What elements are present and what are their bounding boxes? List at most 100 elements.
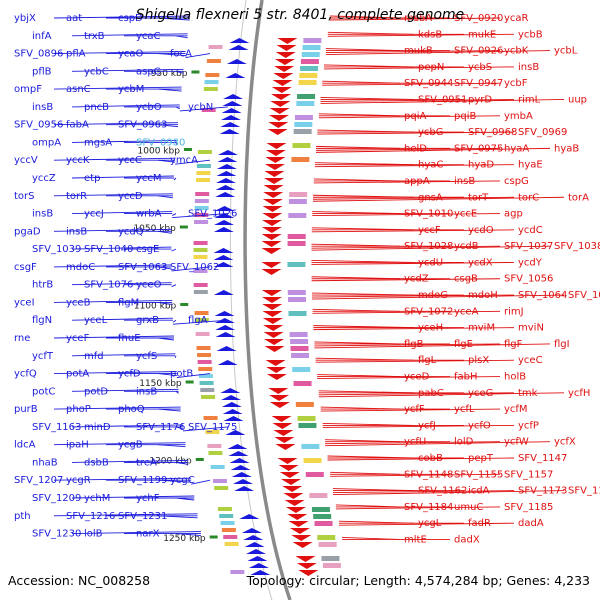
gene-label[interactable]: mukE: [468, 29, 496, 40]
gene-label[interactable]: torC: [518, 192, 539, 203]
gene-label[interactable]: ybjX: [14, 13, 36, 24]
gene-label[interactable]: SFV_0956: [14, 120, 63, 131]
gene-label[interactable]: pncB: [84, 102, 109, 113]
gene-label[interactable]: SFV_1026: [188, 209, 237, 220]
gene-label[interactable]: ycfF: [404, 404, 425, 415]
gene-label[interactable]: infA: [32, 31, 52, 42]
gene-label[interactable]: ymbA: [504, 111, 533, 122]
gene-label[interactable]: ycgL: [418, 518, 442, 529]
gene-label[interactable]: minD: [84, 422, 111, 433]
gene-label[interactable]: pflA: [66, 49, 86, 60]
gene-label[interactable]: SFV_0980: [136, 137, 185, 148]
gene-label[interactable]: ycdC: [518, 225, 543, 236]
gene-label[interactable]: SFV_0963: [118, 120, 167, 131]
gene-label[interactable]: yceH: [418, 323, 443, 334]
gene-label[interactable]: SFV_1162: [418, 486, 467, 497]
gene-label[interactable]: potC: [32, 386, 55, 397]
gene-label[interactable]: pabC: [418, 388, 444, 399]
gene-label[interactable]: SFV_1155: [454, 469, 503, 480]
gene-label[interactable]: helD: [404, 143, 427, 154]
gene-label[interactable]: ycfU: [404, 437, 426, 448]
gene-label[interactable]: SFV_1064: [518, 290, 567, 301]
gene-label[interactable]: flgM: [118, 297, 139, 308]
gene-label[interactable]: icdA: [468, 486, 490, 497]
gene-label[interactable]: mfd: [84, 351, 104, 362]
gene-label[interactable]: SFV_1038: [554, 241, 600, 252]
gene-label[interactable]: agp: [504, 209, 523, 220]
gene-label[interactable]: fadR: [468, 518, 491, 529]
gene-label[interactable]: fhuE: [118, 333, 141, 344]
gene-label[interactable]: ycfQ: [14, 369, 37, 380]
gene-label[interactable]: ipaH: [66, 440, 89, 451]
gene-label[interactable]: lolB: [84, 529, 103, 540]
gene-label[interactable]: flgA: [188, 315, 208, 326]
gene-label[interactable]: SFV_0969: [518, 127, 567, 138]
gene-label[interactable]: ycaC: [136, 31, 161, 42]
gene-label[interactable]: potD: [84, 386, 108, 397]
gene-label[interactable]: treA: [136, 457, 157, 468]
gene-label[interactable]: ycbB: [518, 29, 543, 40]
gene-label[interactable]: SFV_1163: [32, 422, 81, 433]
gene-label[interactable]: tmk: [518, 388, 538, 399]
gene-label[interactable]: insB: [32, 102, 53, 113]
gene-label[interactable]: SFV_1062: [170, 262, 219, 273]
gene-label[interactable]: grxB: [136, 315, 159, 326]
gene-label[interactable]: ycfW: [504, 437, 529, 448]
gene-label[interactable]: mviM: [468, 323, 495, 334]
gene-label[interactable]: csgE: [136, 244, 159, 255]
gene-label[interactable]: pyrD: [468, 94, 492, 105]
gene-label[interactable]: rne: [14, 333, 30, 344]
gene-label[interactable]: SFV_1039: [32, 244, 81, 255]
gene-label[interactable]: uup: [568, 94, 587, 105]
gene-label[interactable]: SFV_1076: [84, 280, 133, 291]
gene-label[interactable]: yccC: [118, 155, 142, 166]
gene-label[interactable]: dadX: [454, 534, 480, 545]
gene-label[interactable]: ycbL: [554, 46, 578, 57]
gene-label[interactable]: holB: [504, 372, 526, 383]
gene-label[interactable]: yccM: [136, 173, 162, 184]
gene-label[interactable]: appA: [404, 176, 430, 187]
gene-label[interactable]: SFV_1148: [404, 469, 453, 480]
gene-label[interactable]: potB: [170, 369, 193, 380]
gene-label[interactable]: ycdQ: [118, 226, 144, 237]
gene-label[interactable]: pqiA: [404, 111, 426, 122]
gene-label[interactable]: hyaC: [418, 160, 443, 171]
gene-label[interactable]: yccJ: [84, 209, 104, 220]
gene-label[interactable]: ycaO: [118, 49, 144, 60]
gene-label[interactable]: flgL: [418, 355, 437, 366]
gene-label[interactable]: csgB: [454, 274, 478, 285]
gene-label[interactable]: fabA: [66, 120, 89, 131]
gene-label[interactable]: ycgC: [170, 475, 195, 486]
gene-label[interactable]: htrB: [32, 280, 53, 291]
gene-label[interactable]: ycbG: [418, 127, 444, 138]
gene-label[interactable]: SFV_1063: [118, 262, 167, 273]
gene-label[interactable]: ychF: [136, 493, 160, 504]
gene-label[interactable]: SFV_1209: [32, 493, 81, 504]
gene-label[interactable]: fabH: [454, 372, 478, 383]
gene-label[interactable]: insB: [66, 226, 87, 237]
gene-label[interactable]: yceO: [136, 280, 162, 291]
gene-label[interactable]: SFV_0975: [454, 143, 503, 154]
gene-label[interactable]: SFV_1147: [518, 453, 567, 464]
gene-label[interactable]: flgF: [504, 339, 523, 350]
gene-label[interactable]: torR: [66, 191, 87, 202]
gene-label[interactable]: SFV_0947: [454, 78, 503, 89]
gene-label[interactable]: ycbF: [504, 78, 528, 89]
gene-label[interactable]: mltE: [404, 534, 427, 545]
gene-label[interactable]: mukB: [404, 46, 433, 57]
gene-label[interactable]: ycfP: [518, 420, 539, 431]
gene-label[interactable]: mdoG: [418, 290, 448, 301]
gene-label[interactable]: yceB: [66, 297, 91, 308]
gene-label[interactable]: ycgB: [118, 440, 143, 451]
gene-label[interactable]: ycbS: [468, 62, 492, 73]
gene-label[interactable]: pflB: [32, 66, 52, 77]
gene-label[interactable]: dadA: [518, 518, 544, 529]
gene-label[interactable]: ymcA: [170, 155, 198, 166]
gene-label[interactable]: SFV_0951: [418, 94, 467, 105]
gene-label[interactable]: SFV_0968: [468, 127, 517, 138]
gene-label[interactable]: pepN: [418, 62, 444, 73]
gene-label[interactable]: hyaE: [518, 160, 543, 171]
gene-label[interactable]: ycbK: [504, 46, 529, 57]
gene-label[interactable]: SFV_1028: [404, 241, 453, 252]
gene-label[interactable]: ycfL: [454, 404, 475, 415]
